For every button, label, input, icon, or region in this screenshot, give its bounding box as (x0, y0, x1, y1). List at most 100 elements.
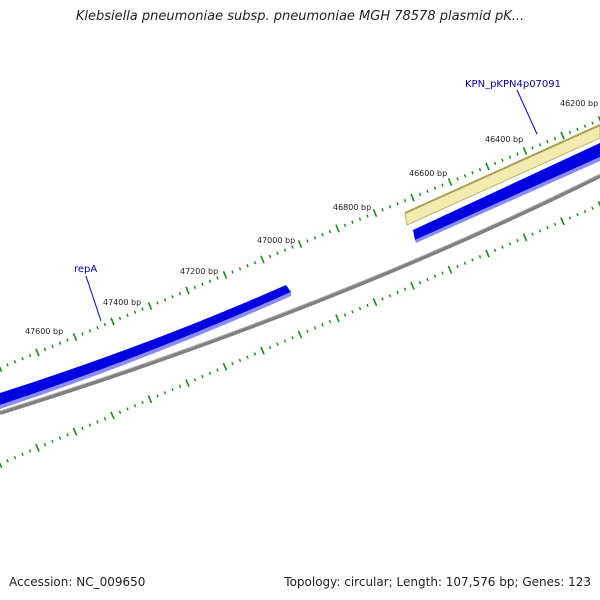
outer-tick (372, 208, 378, 218)
inner-tick (508, 242, 512, 246)
outer-tick (88, 329, 92, 333)
outer-tick (21, 357, 24, 361)
gene-repA[interactable] (0, 285, 291, 405)
outer-tick (433, 186, 437, 190)
inner-tick (163, 391, 167, 395)
outer-tick (388, 205, 392, 209)
inner-tick (58, 436, 62, 440)
outer-tick (410, 193, 415, 202)
outer-tick (110, 317, 115, 326)
inner-tick (418, 281, 422, 285)
outer-tick (297, 239, 303, 249)
inner-tick (447, 265, 453, 274)
inner-tick (372, 298, 378, 307)
outer-tick (260, 255, 265, 264)
outer-tick (366, 214, 369, 218)
inner-tick (583, 209, 587, 214)
inner-tick (156, 394, 159, 398)
outer-tick (43, 347, 47, 352)
inner-tick (231, 362, 234, 366)
outer-tick (147, 301, 153, 311)
gene-arrow-right[interactable] (413, 143, 600, 240)
outer-tick (538, 143, 542, 147)
inner-tick (238, 358, 242, 363)
inner-tick (201, 374, 204, 379)
inner-tick (253, 352, 257, 356)
inner-tick (366, 303, 369, 307)
outer-tick (283, 248, 287, 252)
outer-tick (66, 338, 69, 342)
inner-tick (6, 459, 9, 463)
outer-tick (216, 276, 219, 280)
inner-tick (441, 271, 444, 275)
outer-tick (576, 127, 579, 131)
outer-tick (396, 202, 399, 206)
outer-tick (51, 344, 54, 348)
outer-tick (516, 152, 519, 156)
outer-tick (291, 245, 294, 249)
inner-tick (178, 384, 182, 388)
inner-tick (485, 249, 490, 258)
inner-tick (306, 329, 309, 333)
inner-tick (388, 294, 392, 298)
inner-tick (216, 368, 219, 372)
inner-tick (478, 255, 482, 259)
position-label: 47400 bp (103, 298, 141, 307)
outer-tick (133, 310, 137, 314)
outer-tick (253, 260, 257, 265)
outer-tick (208, 279, 212, 283)
outer-tick (351, 220, 354, 224)
inner-tick (410, 281, 415, 290)
inner-tick (531, 232, 534, 236)
outer-tick (403, 198, 407, 203)
inner-tick (433, 274, 437, 278)
outer-tick (96, 326, 99, 330)
outer-tick (418, 192, 422, 197)
inner-tick (110, 411, 115, 420)
inner-tick (283, 339, 287, 343)
outer-tick (81, 332, 84, 336)
inner-tick (560, 217, 565, 226)
inner-tick (96, 420, 99, 424)
position-label: 46800 bp (333, 203, 371, 212)
inner-tick (343, 313, 347, 317)
gene-label-repA[interactable]: repA (74, 264, 97, 275)
outer-tick (553, 136, 557, 141)
outer-tick (478, 167, 482, 172)
inner-tick (381, 297, 384, 301)
inner-tick (185, 379, 190, 388)
outer-tick (531, 146, 534, 150)
outer-tick (560, 131, 565, 140)
outer-tick (321, 233, 324, 237)
outer-tick (28, 353, 32, 358)
outer-tick (597, 115, 600, 123)
gene-repA-shadow (0, 292, 291, 409)
inner-tick (522, 233, 528, 242)
kpn-leader-line (516, 89, 538, 135)
inner-tick (276, 342, 279, 346)
outer-tick (0, 365, 3, 373)
inner-tick (246, 355, 249, 359)
position-label: 47200 bp (180, 267, 218, 276)
outer-tick (141, 307, 144, 311)
inner-tick (171, 387, 174, 392)
inner-tick (268, 345, 272, 350)
outer-tick (13, 360, 17, 364)
outer-tick (238, 267, 242, 271)
outer-tick (6, 363, 9, 367)
summary-text: Topology: circular; Length: 107,576 bp; … (284, 575, 591, 589)
inner-tick (396, 290, 399, 295)
outer-tick (313, 236, 317, 240)
outer-tick (72, 332, 78, 342)
outer-tick (456, 177, 459, 181)
inner-tick (0, 461, 3, 469)
gene-label-kpn[interactable]: KPN_pKPN4p07091 (465, 79, 561, 90)
outer-tick (493, 161, 497, 166)
inner-tick (21, 452, 24, 456)
outer-tick (178, 291, 182, 296)
position-label: 47000 bp (257, 236, 295, 245)
inner-tick (28, 449, 32, 453)
outer-tick (501, 158, 504, 162)
outer-tick (231, 270, 234, 274)
